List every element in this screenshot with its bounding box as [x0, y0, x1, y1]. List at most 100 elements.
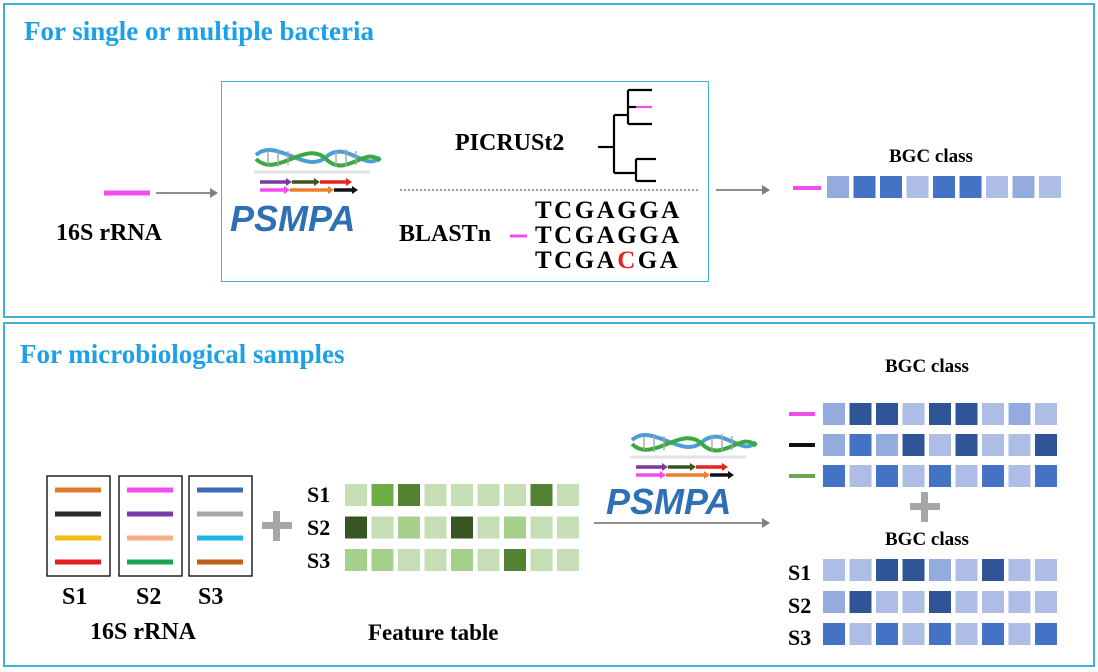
- bgc-single-cell-1: [827, 176, 849, 198]
- bgc-taxon3-cell-1: [823, 465, 845, 487]
- single-bacteria-title: For single or multiple bacteria: [24, 16, 374, 46]
- bgc-taxon3-cell-3: [876, 465, 898, 487]
- bgc-taxon1-cell-6: [955, 403, 978, 425]
- bgc-sample-s3-cell-7: [982, 623, 1004, 645]
- feature-table-label: Feature table: [368, 620, 499, 645]
- feature-s3-cell-4: [424, 549, 447, 571]
- bgc-sample-s3-cell-8: [1008, 623, 1031, 645]
- feature-s3-cell-2: [371, 549, 394, 571]
- bgc-sample-s1-cell-5: [929, 559, 951, 581]
- bgc-sample-s2-cell-7: [982, 591, 1004, 613]
- bgc-taxon3-cell-8: [1008, 465, 1031, 487]
- psmpa-process-box: [221, 81, 709, 282]
- feature-s1-cell-6: [477, 484, 500, 506]
- bgc-class-label-top-panel: BGC class: [889, 146, 973, 167]
- sample-label-s2: S2: [136, 584, 162, 610]
- bgc-sample-s3-cell-6: [955, 623, 978, 645]
- phylogenetic-tree: [598, 88, 656, 183]
- bgc-sample-s1-cell-4: [902, 559, 925, 581]
- arrow-to-bgc-bottom-head: [762, 518, 770, 528]
- arrow-to-psmpa-head: [210, 188, 218, 198]
- feature-row-label-s3: S3: [307, 548, 331, 573]
- psmpa-logo-text-bottom: PSMPA: [606, 481, 731, 522]
- feature-s3-cell-6: [477, 549, 500, 571]
- bgc-single-cell-4: [906, 176, 929, 198]
- bgc-sample-s3-cell-1: [823, 623, 845, 645]
- bgc-taxon1-cell-7: [982, 403, 1004, 425]
- feature-s3-cell-1: [345, 549, 367, 571]
- psmpa-logo-text-top: PSMPA: [230, 198, 355, 239]
- bgc-taxon1-cell-9: [1035, 403, 1057, 425]
- feature-s2-cell-3: [398, 516, 420, 539]
- sequence-row-3: TCGACGA: [535, 247, 681, 274]
- bgc-taxon3-cell-7: [982, 465, 1004, 487]
- bgc-sample-s3-cell-2: [849, 623, 872, 645]
- feature-s2-cell-9: [557, 516, 579, 539]
- feature-s3-cell-3: [398, 549, 420, 571]
- bgc-taxon1-cell-8: [1008, 403, 1031, 425]
- blastn-label: BLASTn: [399, 221, 492, 247]
- bgc-taxon1-cell-4: [902, 403, 925, 425]
- bgc-taxon2-cell-8: [1008, 434, 1031, 456]
- bgc-taxon3-cell-5: [929, 465, 951, 487]
- bgc-row-label-s3: S3: [788, 625, 812, 650]
- bgc-sample-s1-cell-6: [955, 559, 978, 581]
- feature-s2-cell-8: [530, 516, 553, 539]
- feature-s1-cell-1: [345, 484, 367, 506]
- bgc-taxon2-cell-4: [902, 434, 925, 456]
- feature-s2-cell-6: [477, 516, 500, 539]
- bgc-taxon2-cell-7: [982, 434, 1004, 456]
- bgc-taxon2-cell-6: [955, 434, 978, 456]
- feature-s3-cell-9: [557, 549, 579, 571]
- bgc-sample-s3-cell-4: [902, 623, 925, 645]
- bgc-single-cell-7: [986, 176, 1008, 198]
- arrow-to-bgc-head: [762, 185, 770, 195]
- bgc-taxon1-cell-3: [876, 403, 898, 425]
- sample-box-3: [188, 475, 253, 577]
- bgc-taxon3-cell-6: [955, 465, 978, 487]
- bgc-taxon2-cell-3: [876, 434, 898, 456]
- bgc-single-cell-2: [853, 176, 876, 198]
- bgc-taxon2-cell-5: [929, 434, 951, 456]
- bgc-sample-s2-cell-3: [876, 591, 898, 613]
- bgc-sample-s3-cell-9: [1035, 623, 1057, 645]
- sample-label-s3: S3: [198, 584, 224, 610]
- picrust-label: PICRUSt2: [455, 130, 565, 156]
- feature-s1-cell-3: [398, 484, 420, 506]
- bgc-sample-s2-cell-4: [902, 591, 925, 613]
- microbiological-samples-panel: [3, 322, 1095, 667]
- bgc-sample-s3-cell-3: [876, 623, 898, 645]
- bgc-single-cell-9: [1039, 176, 1061, 198]
- feature-s2-cell-1: [345, 516, 367, 539]
- feature-s1-cell-2: [371, 484, 394, 506]
- bgc-taxon2-cell-1: [823, 434, 845, 456]
- single-bacteria-panel: [3, 3, 1095, 318]
- bgc-taxon3-cell-4: [902, 465, 925, 487]
- bgc-sample-s1-cell-7: [982, 559, 1004, 581]
- bgc-sample-s2-cell-6: [955, 591, 978, 613]
- bgc-sample-s1-cell-9: [1035, 559, 1057, 581]
- bgc-taxon1-cell-5: [929, 403, 951, 425]
- bgc-sample-s1-cell-8: [1008, 559, 1031, 581]
- feature-s1-cell-8: [530, 484, 553, 506]
- bgc-sample-s1-cell-2: [849, 559, 872, 581]
- feature-s2-cell-5: [451, 516, 473, 539]
- bgc-taxon2-cell-2: [849, 434, 872, 456]
- samples-rrna-label: 16S rRNA: [90, 619, 196, 645]
- bgc-single-cell-3: [880, 176, 902, 198]
- bgc-class-label-bottom-2: BGC class: [885, 529, 969, 550]
- bgc-sample-s2-cell-2: [849, 591, 872, 613]
- sequence-row-2: TCGAGGA: [535, 222, 682, 249]
- bgc-taxon2-cell-9: [1035, 434, 1057, 456]
- bgc-sample-s3-cell-5: [929, 623, 951, 645]
- bgc-row-label-s2: S2: [788, 593, 812, 618]
- bgc-single-cell-6: [959, 176, 982, 198]
- feature-s1-cell-5: [451, 484, 473, 506]
